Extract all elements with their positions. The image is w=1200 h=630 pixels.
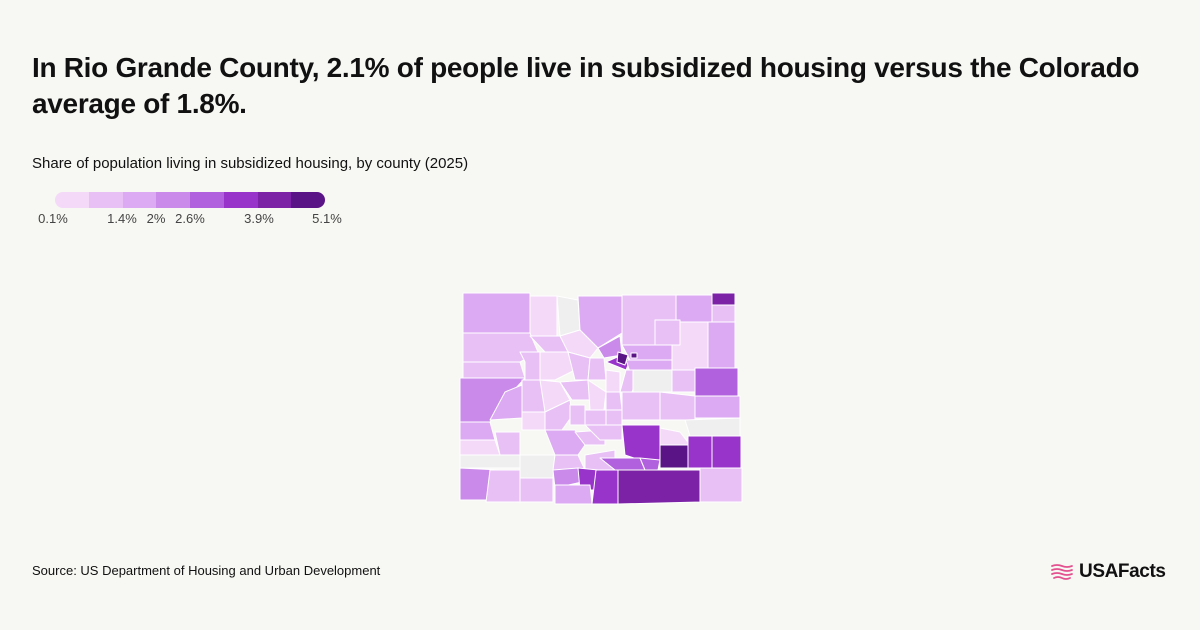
legend-tick-label: 2.6% [175,211,205,226]
county-shape [494,431,521,456]
legend-color-bar [55,192,325,208]
county-shape [699,467,743,503]
county-shape [605,369,621,393]
county-shape [659,391,696,421]
legend-swatch [156,192,190,208]
county-shape [462,292,531,334]
brand-name: USAFacts [1079,561,1166,582]
county-shape [684,417,741,437]
legend-tick-label: 3.9% [244,211,274,226]
county-shape [654,319,681,346]
legend-tick-label: 0.1% [38,211,68,226]
legend-swatch [257,192,292,208]
county-shape [687,435,713,469]
county-shape [632,369,673,393]
county-shape [659,427,691,446]
source-note: Source: US Department of Housing and Urb… [32,563,381,578]
chart-subtitle: Share of population living in subsidized… [32,155,469,172]
county-shape [539,351,576,381]
county-shape [711,435,742,469]
county-shape [569,404,586,426]
county-shape [591,469,619,505]
county-shape [544,399,573,431]
county-shape [605,391,623,411]
county-shape [584,424,623,441]
county-shape [711,304,736,323]
county-shape [621,344,673,361]
county-shape [521,411,546,431]
legend-swatch [55,192,89,208]
county-shape [554,484,593,505]
county-shape [459,421,496,441]
county-shape [707,321,736,369]
county-shape [659,444,689,469]
county-shape [459,439,501,456]
usafacts-logo: USAFacts [1050,560,1166,584]
county-shape [485,469,521,503]
county-shape [616,351,629,366]
county-shape [519,454,556,479]
county-shape [459,454,521,469]
legend-swatch [122,192,157,208]
legend-tick-label: 2% [146,211,166,226]
legend-swatch [190,192,224,208]
county-shape [630,352,638,359]
county-shape [559,329,599,359]
county-shape [544,429,586,456]
legend-tick-label: 1.4% [107,211,137,226]
county-shape [711,292,736,306]
county-shape [621,424,661,461]
legend-swatch [291,192,325,208]
county-shape [584,409,607,426]
county-shape [617,469,701,505]
legend-tick-label: 5.1% [312,211,342,226]
county-shape [675,294,713,323]
legend-swatch [223,192,258,208]
county-shape [694,367,739,397]
county-shape [671,369,696,393]
county-shape [462,361,526,379]
chart-title: In Rio Grande County, 2.1% of people liv… [32,52,1140,119]
county-shape [556,295,581,337]
legend-swatch [88,192,123,208]
county-shape [529,295,558,337]
county-shape [621,391,661,421]
county-shape [587,357,607,381]
us-flag-map-icon [1051,564,1073,580]
county-shape [694,395,741,419]
county-shape [577,295,623,349]
county-shape [587,379,607,411]
county-shape [519,477,554,503]
